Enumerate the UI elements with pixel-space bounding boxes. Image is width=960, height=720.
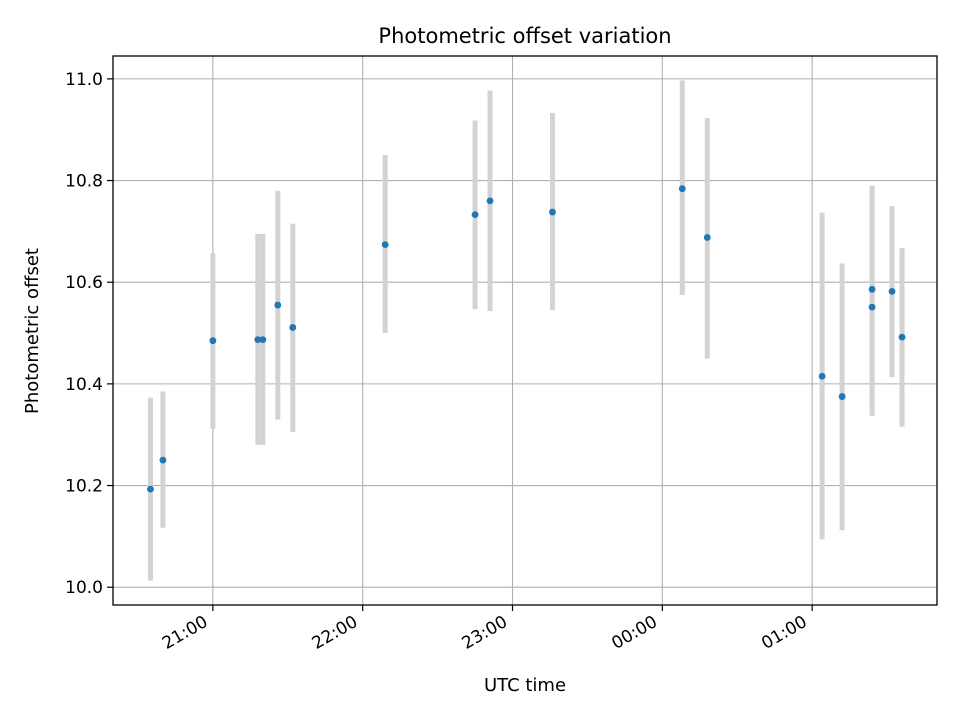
data-point bbox=[209, 337, 217, 345]
y-tick-label: 10.8 bbox=[65, 172, 103, 192]
y-tick-label: 10.4 bbox=[65, 375, 103, 395]
data-point bbox=[898, 333, 906, 341]
x-axis-label: UTC time bbox=[484, 675, 566, 696]
data-point bbox=[254, 336, 262, 344]
data-point bbox=[838, 393, 846, 400]
data-point bbox=[868, 285, 876, 293]
data-point bbox=[888, 287, 896, 295]
data-point bbox=[549, 208, 556, 216]
data-point bbox=[486, 197, 494, 205]
data-point bbox=[259, 336, 267, 344]
y-tick-label: 10.2 bbox=[65, 477, 103, 497]
data-points bbox=[147, 185, 906, 493]
y-axis-label: Photometric offset bbox=[22, 248, 43, 414]
plot-frame bbox=[112, 55, 938, 606]
y-tick-label: 10.6 bbox=[65, 273, 103, 293]
grid bbox=[113, 56, 937, 605]
data-point bbox=[289, 324, 297, 331]
data-point bbox=[868, 303, 876, 311]
y-tick-label: 10.0 bbox=[65, 578, 103, 598]
data-point bbox=[159, 456, 167, 464]
y-axis-ticks: 10.0 10.2 10.4 10.6 10.8 11.0 bbox=[65, 70, 113, 598]
data-point bbox=[147, 485, 154, 493]
data-point bbox=[703, 234, 711, 241]
chart-title: Photometric offset variation bbox=[378, 24, 671, 48]
data-point bbox=[471, 211, 479, 219]
data-point bbox=[818, 372, 826, 380]
y-tick-label: 11.0 bbox=[65, 70, 103, 90]
data-point bbox=[381, 241, 389, 248]
data-point bbox=[678, 185, 686, 193]
data-point bbox=[274, 301, 282, 309]
